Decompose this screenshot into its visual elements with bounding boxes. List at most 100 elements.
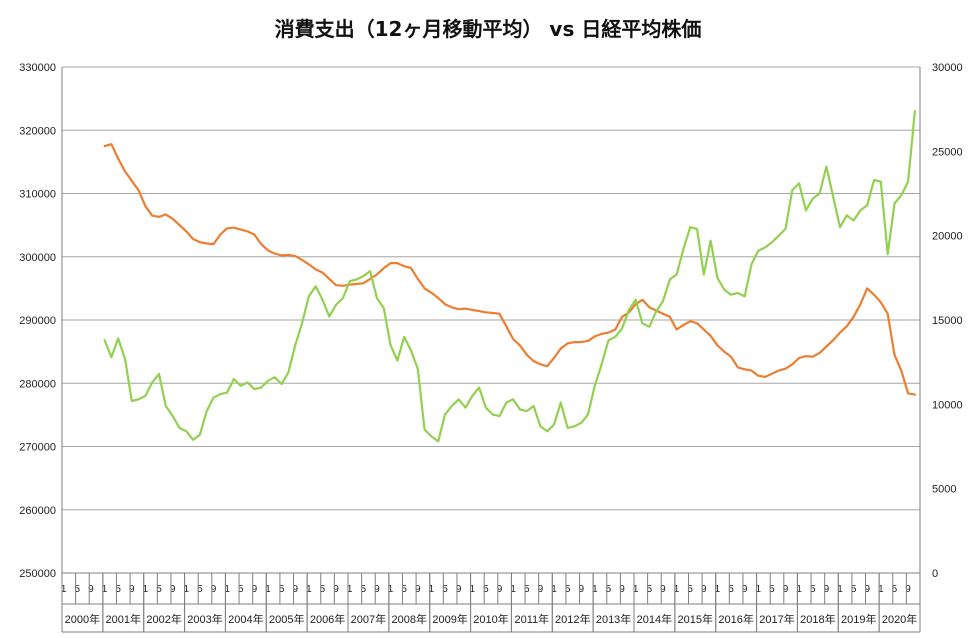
y-right-tick-label: 30000 <box>932 62 963 74</box>
x-month-tick-label: 5 <box>320 584 326 595</box>
series-line-left-axis <box>103 143 917 396</box>
x-month-tick-label: 9 <box>742 584 748 595</box>
x-month-tick-label: 1 <box>61 584 67 595</box>
x-month-tick-label: 1 <box>429 584 435 595</box>
x-year-label: 2000年 <box>65 612 100 626</box>
x-year-label: 2009年 <box>432 612 467 626</box>
x-month-tick-label: 9 <box>497 584 503 595</box>
y-right-tick-label: 15000 <box>932 315 963 327</box>
x-month-tick-label: 1 <box>796 584 802 595</box>
y-right-tick-label: 10000 <box>932 399 963 411</box>
axes: 2500002600002700002800002900003000003100… <box>19 62 962 580</box>
x-month-tick-label: 5 <box>687 584 693 595</box>
x-month-tick-label: 1 <box>715 584 721 595</box>
x-month-tick-label: 1 <box>837 584 843 595</box>
x-month-tick-label: 9 <box>864 584 870 595</box>
x-month-tick-label: 9 <box>538 584 544 595</box>
x-month-tick-label: 5 <box>851 584 857 595</box>
x-month-tick-label: 5 <box>156 584 162 595</box>
y-left-tick-label: 310000 <box>19 189 56 201</box>
series-line-right-axis <box>103 109 917 443</box>
x-month-tick-label: 5 <box>442 584 448 595</box>
x-month-tick-label: 1 <box>592 584 598 595</box>
x-month-tick-label: 1 <box>551 584 557 595</box>
y-left-tick-label: 290000 <box>19 315 56 327</box>
x-month-tick-label: 5 <box>524 584 530 595</box>
x-year-label: 2011年 <box>515 612 550 626</box>
y-left-tick-label: 320000 <box>19 125 56 137</box>
x-year-label: 2002年 <box>146 612 181 626</box>
gridlines <box>62 66 920 574</box>
x-month-tick-label: 5 <box>75 584 81 595</box>
x-year-label: 2013年 <box>596 612 631 626</box>
x-year-label: 2007年 <box>351 612 386 626</box>
x-year-label: 2005年 <box>269 612 304 626</box>
y-right-tick-label: 20000 <box>932 231 963 243</box>
x-month-tick-label: 1 <box>469 584 475 595</box>
x-month-tick-label: 9 <box>824 584 830 595</box>
x-month-tick-label: 9 <box>88 584 94 595</box>
x-month-tick-label: 1 <box>510 584 516 595</box>
x-month-tick-label: 9 <box>783 584 789 595</box>
x-month-tick-label: 1 <box>347 584 353 595</box>
x-month-tick-label: 5 <box>647 584 653 595</box>
x-month-tick-label: 9 <box>660 584 666 595</box>
x-month-tick-label: 5 <box>197 584 203 595</box>
x-month-tick-label: 9 <box>129 584 135 595</box>
x-month-tick-label: 5 <box>279 584 285 595</box>
x-month-tick-label: 9 <box>211 584 217 595</box>
y-right-tick-label: 0 <box>932 568 938 580</box>
x-month-tick-label: 5 <box>401 584 407 595</box>
x-month-tick-label: 5 <box>810 584 816 595</box>
y-left-tick-label: 270000 <box>19 442 56 454</box>
x-year-label: 2019年 <box>841 612 876 626</box>
x-month-tick-label: 1 <box>265 584 271 595</box>
x-year-label: 2012年 <box>555 612 590 626</box>
x-month-tick-label: 5 <box>728 584 734 595</box>
x-month-tick-label: 5 <box>361 584 367 595</box>
x-month-tick-label: 9 <box>252 584 258 595</box>
x-year-label: 2017年 <box>759 612 794 626</box>
x-month-tick-label: 1 <box>102 584 108 595</box>
x-month-tick-label: 5 <box>606 584 612 595</box>
x-month-tick-label: 1 <box>674 584 680 595</box>
x-year-label: 2003年 <box>187 612 222 626</box>
x-month-tick-label: 9 <box>333 584 339 595</box>
x-month-tick-label: 1 <box>306 584 312 595</box>
x-month-tick-label: 1 <box>183 584 189 595</box>
x-year-label: 2018年 <box>800 612 835 626</box>
y-left-tick-label: 260000 <box>19 505 56 517</box>
chart-title: 消費支出（12ヶ月移動平均） vs 日経平均株価 <box>275 17 702 41</box>
series <box>103 109 917 443</box>
y-left-tick-label: 330000 <box>19 62 56 74</box>
x-month-tick-label: 1 <box>633 584 639 595</box>
x-month-tick-label: 1 <box>224 584 230 595</box>
x-month-tick-label: 9 <box>701 584 707 595</box>
x-month-tick-label: 9 <box>619 584 625 595</box>
x-year-label: 2006年 <box>310 612 345 626</box>
x-month-tick-label: 5 <box>892 584 898 595</box>
x-year-label: 2001年 <box>106 612 141 626</box>
x-month-tick-label: 9 <box>578 584 584 595</box>
x-year-label: 2014年 <box>637 612 672 626</box>
x-month-tick-label: 5 <box>769 584 775 595</box>
y-right-tick-label: 25000 <box>932 146 963 158</box>
x-year-label: 2010年 <box>473 612 508 626</box>
x-month-tick-label: 5 <box>238 584 244 595</box>
y-left-tick-label: 250000 <box>19 568 56 580</box>
x-year-label: 2008年 <box>392 612 427 626</box>
x-month-tick-label: 1 <box>755 584 761 595</box>
x-month-tick-label: 9 <box>456 584 462 595</box>
x-month-tick-label: 5 <box>115 584 121 595</box>
x-year-label: 2020年 <box>882 612 917 626</box>
y-left-tick-label: 300000 <box>19 252 56 264</box>
x-month-tick-label: 5 <box>565 584 571 595</box>
x-year-label: 2004年 <box>228 612 263 626</box>
x-month-tick-label: 5 <box>483 584 489 595</box>
y-right-tick-label: 5000 <box>932 484 956 496</box>
x-month-tick-label: 1 <box>143 584 149 595</box>
x-year-label: 2015年 <box>678 612 713 626</box>
